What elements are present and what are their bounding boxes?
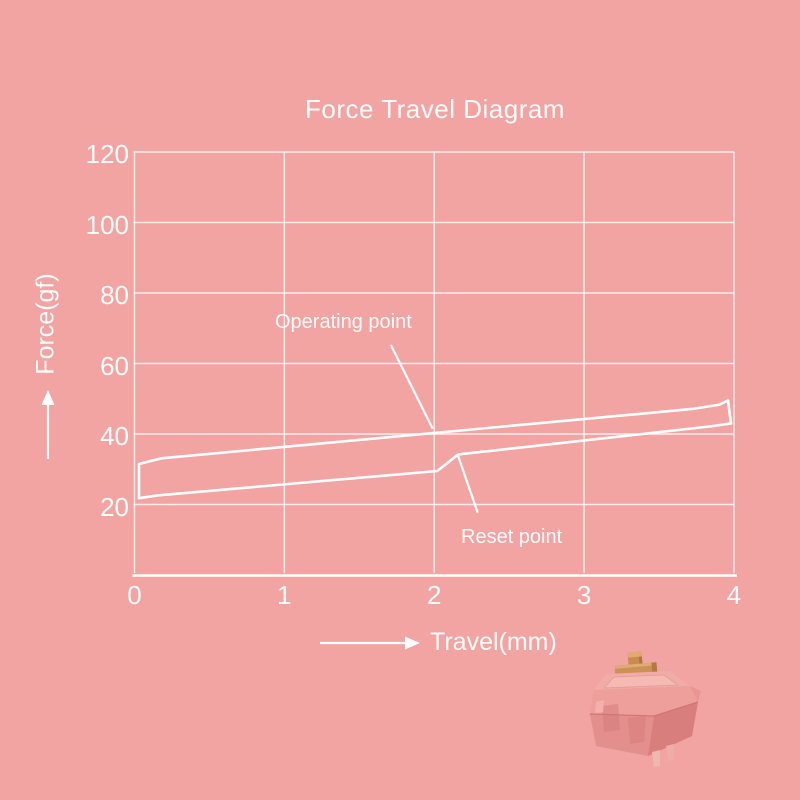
reset-point-annotation: Reset point <box>461 526 563 548</box>
x-tick-label: 3 <box>576 580 592 610</box>
y-tick-label: 40 <box>100 421 129 451</box>
y-tick-label: 100 <box>85 209 129 240</box>
x-tick-label: 1 <box>277 580 292 610</box>
x-tick-label: 2 <box>427 580 442 610</box>
y-tick-label: 120 <box>85 139 129 169</box>
annotation-pointer-line <box>389 344 434 430</box>
annotation-pointer-line <box>457 455 479 513</box>
force-curve-release <box>137 422 733 500</box>
keyboard-switch-image <box>589 651 701 767</box>
operating-point-annotation: Operating point <box>275 311 412 333</box>
y-tick-label: 60 <box>100 350 129 381</box>
chart-title: Force Travel Diagram <box>305 94 565 124</box>
x-axis-title: Travel(mm) <box>430 628 557 656</box>
force-curve-bottom-out <box>726 399 733 425</box>
x-tick-label: 0 <box>127 580 142 610</box>
switch-housing <box>589 671 701 767</box>
y-tick-label: 20 <box>100 491 129 522</box>
x-tick-label: 4 <box>726 580 742 610</box>
x-axis-arrow-icon <box>405 636 420 650</box>
y-tick-label: 80 <box>100 280 129 310</box>
y-axis-title: Force(gf) <box>31 273 60 375</box>
force-curve-press <box>137 399 730 500</box>
y-axis-arrow-icon <box>41 390 55 405</box>
